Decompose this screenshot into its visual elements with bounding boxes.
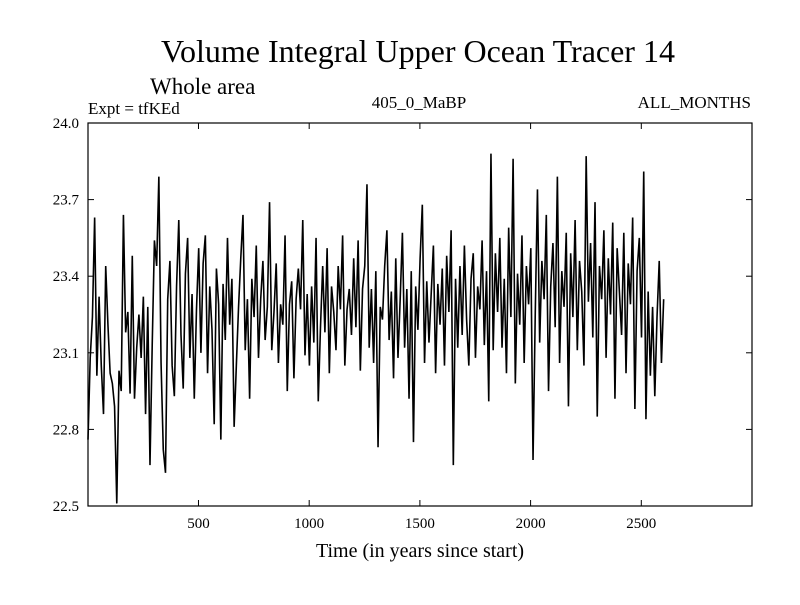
x-axis: 500 1000 1500 2000 2500 bbox=[187, 123, 656, 532]
x-tick-label: 2000 bbox=[516, 516, 546, 532]
header-center-label: 405_0_MaBP bbox=[372, 93, 466, 112]
chart-title: Volume Integral Upper Ocean Tracer 14 bbox=[161, 33, 675, 69]
x-tick-label: 1000 bbox=[294, 516, 324, 532]
y-tick-label: 23.1 bbox=[53, 346, 79, 362]
y-axis: 22.5 22.8 23.1 23.4 23.7 24.0 bbox=[53, 116, 752, 515]
y-tick-label: 22.8 bbox=[53, 422, 79, 438]
series-line-0 bbox=[87, 153, 665, 504]
x-tick-label: 500 bbox=[187, 516, 210, 532]
x-tick-label: 1500 bbox=[405, 516, 435, 532]
x-axis-label: Time (in years since start) bbox=[316, 540, 524, 562]
y-tick-label: 24.0 bbox=[53, 116, 79, 132]
y-tick-label: 23.7 bbox=[53, 193, 80, 209]
y-tick-label: 22.5 bbox=[53, 499, 79, 515]
y-tick-label: 23.4 bbox=[53, 269, 80, 285]
header-right-label: ALL_MONTHS bbox=[638, 93, 751, 112]
header-left-label: Expt = tfKEd bbox=[88, 99, 180, 118]
x-tick-label: 2500 bbox=[626, 516, 656, 532]
chart-subtitle: Whole area bbox=[150, 74, 255, 99]
data-layer bbox=[87, 153, 665, 504]
